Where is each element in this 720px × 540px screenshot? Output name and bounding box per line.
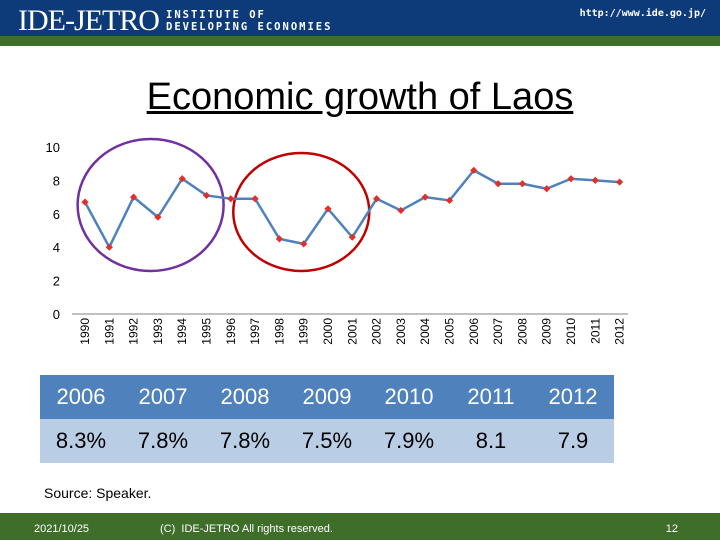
institute-line-1: INSTITUTE OF xyxy=(166,9,266,21)
x-tick-label: 1995 xyxy=(200,318,214,345)
y-tick-label: 4 xyxy=(53,240,60,255)
year-cell: 2009 xyxy=(286,375,368,419)
data-point xyxy=(567,175,575,183)
annotation-ellipse xyxy=(232,151,371,273)
y-tick-label: 10 xyxy=(46,140,60,155)
x-tick-label: 2000 xyxy=(321,318,335,345)
data-point xyxy=(470,166,478,174)
x-tick-label: 1996 xyxy=(224,318,238,345)
year-cell: 2008 xyxy=(204,375,286,419)
data-point xyxy=(178,175,186,183)
x-tick-label: 2006 xyxy=(467,318,481,345)
footer-date: 2021/10/25 xyxy=(34,523,90,535)
annotation-ellipse xyxy=(76,137,225,273)
value-cell: 7.9 xyxy=(532,419,614,463)
data-point xyxy=(494,180,502,188)
data-point xyxy=(324,205,332,213)
y-tick-label: 8 xyxy=(53,173,60,188)
data-point xyxy=(275,235,283,243)
growth-table: 2006 2007 2008 2009 2010 2011 2012 8.3% … xyxy=(40,375,614,463)
data-point xyxy=(105,243,113,251)
data-point xyxy=(348,233,356,241)
x-tick-label: 2002 xyxy=(370,318,384,345)
footer-copyright: (C) IDE-JETRO All rights reserved. xyxy=(160,523,333,535)
source-note: Source: Speaker. xyxy=(44,485,152,501)
data-point xyxy=(421,193,429,201)
page-number: 12 xyxy=(665,523,678,535)
ide-jetro-logo: IDE-JETRO xyxy=(18,4,160,37)
x-tick-label: 2010 xyxy=(564,318,578,345)
x-tick-label: 1990 xyxy=(78,318,92,345)
data-point xyxy=(397,206,405,215)
data-point xyxy=(227,195,235,203)
x-tick-label: 1999 xyxy=(297,318,311,345)
data-point xyxy=(543,185,551,193)
data-point xyxy=(130,193,138,201)
institute-name: INSTITUTE OF DEVELOPING ECONOMIES xyxy=(166,9,332,33)
table-year-row: 2006 2007 2008 2009 2010 2011 2012 xyxy=(40,375,614,419)
x-tick-label: 1993 xyxy=(151,318,165,345)
year-cell: 2007 xyxy=(122,375,204,419)
x-tick-label: 2009 xyxy=(540,318,554,345)
x-tick-label: 2005 xyxy=(443,318,457,345)
x-tick-label: 1998 xyxy=(272,318,286,345)
header-stripe xyxy=(0,36,720,46)
value-cell: 7.5% xyxy=(286,419,368,463)
year-cell: 2012 xyxy=(532,375,614,419)
x-tick-label: 2008 xyxy=(515,318,529,345)
value-cell: 8.1 xyxy=(450,419,532,463)
x-tick-label: 2012 xyxy=(613,318,627,345)
x-tick-label: 1994 xyxy=(175,318,189,345)
year-cell: 2010 xyxy=(368,375,450,419)
value-cell: 7.8% xyxy=(122,419,204,463)
table-value-row: 8.3% 7.8% 7.8% 7.5% 7.9% 8.1 7.9 xyxy=(40,419,614,463)
value-cell: 7.8% xyxy=(204,419,286,463)
x-tick-label: 1997 xyxy=(248,318,262,345)
data-point xyxy=(202,191,211,200)
x-tick-label: 1992 xyxy=(127,318,141,345)
value-cell: 8.3% xyxy=(40,419,122,463)
year-cell: 2006 xyxy=(40,375,122,419)
y-tick-label: 0 xyxy=(53,307,60,322)
x-tick-label: 1991 xyxy=(102,318,116,345)
data-point xyxy=(445,196,454,205)
data-point xyxy=(373,195,381,203)
header-url: http://www.ide.go.jp/ xyxy=(579,8,706,19)
value-cell: 7.9% xyxy=(368,419,450,463)
x-tick-label: 2011 xyxy=(588,318,602,344)
data-point xyxy=(251,195,259,203)
x-tick-label: 2004 xyxy=(418,318,432,345)
footer-bar xyxy=(0,513,720,540)
growth-line-chart: 0 2 4 6 8 10 1990 1991 1992 1993 1994 1995 1996 1997 1… xyxy=(46,137,628,345)
x-tick-label: 2001 xyxy=(345,318,359,345)
data-point xyxy=(616,178,624,186)
y-tick-label: 6 xyxy=(53,207,60,222)
y-tick-label: 2 xyxy=(53,274,60,289)
data-point xyxy=(518,180,526,188)
x-tick-label: 2007 xyxy=(491,318,505,345)
x-tick-label: 2003 xyxy=(394,318,408,345)
institute-line-2: DEVELOPING ECONOMIES xyxy=(166,21,333,33)
data-point xyxy=(591,176,599,184)
year-cell: 2011 xyxy=(450,375,532,419)
slide-title: Economic growth of Laos xyxy=(146,76,574,118)
